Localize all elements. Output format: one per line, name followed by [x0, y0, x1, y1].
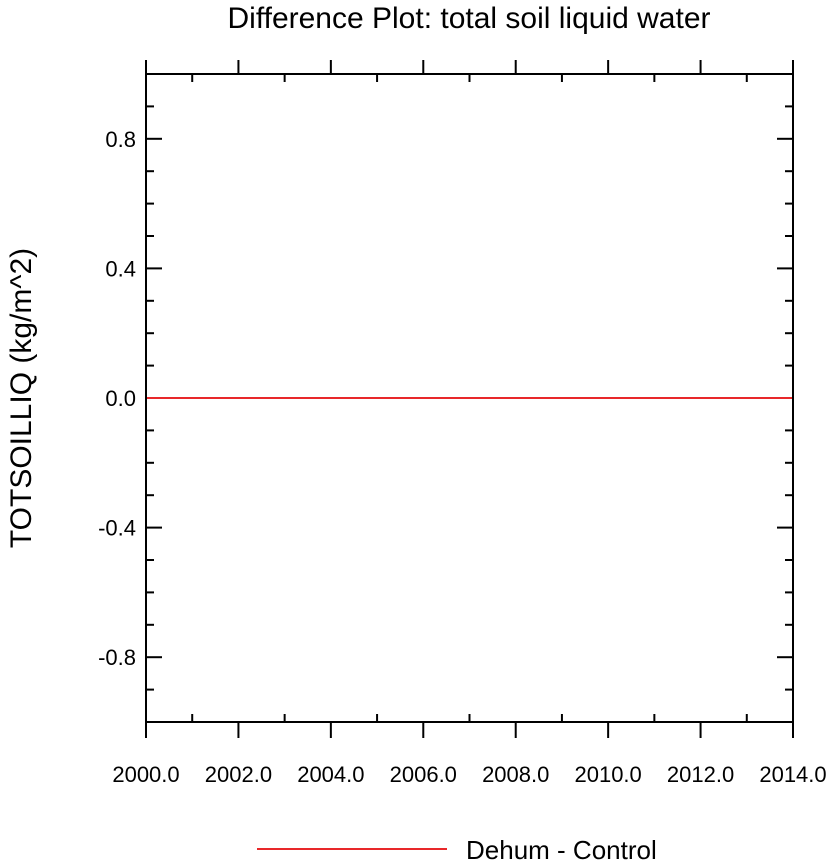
- legend: Dehum - Control: [257, 835, 657, 861]
- x-tick-label: 2002.0: [205, 762, 272, 787]
- y-tick-label: 0.4: [105, 256, 136, 281]
- y-tick-label: 0.0: [105, 386, 136, 411]
- x-tick-label: 2014.0: [759, 762, 826, 787]
- chart-title: Difference Plot: total soil liquid water: [227, 2, 710, 35]
- x-tick-label: 2000.0: [112, 762, 179, 787]
- y-tick-label: -0.8: [98, 645, 136, 670]
- x-tick-label: 2010.0: [574, 762, 641, 787]
- x-tick-label: 2012.0: [667, 762, 734, 787]
- y-tick-label: -0.4: [98, 516, 136, 541]
- x-tick-label: 2006.0: [390, 762, 457, 787]
- plot-frame: [145, 73, 794, 723]
- legend-label-dehum-control: Dehum - Control: [466, 835, 657, 861]
- y-axis-label: TOTSOILLIQ (kg/m^2): [5, 248, 38, 548]
- plot-area: -0.8 -0.4 0.0 0.4 0.8 2000.0 2002.0 2004.0 2006.…: [98, 60, 827, 787]
- y-tick-label: 0.8: [105, 127, 136, 152]
- x-tick-label: 2008.0: [482, 762, 549, 787]
- x-tick-label: 2004.0: [297, 762, 364, 787]
